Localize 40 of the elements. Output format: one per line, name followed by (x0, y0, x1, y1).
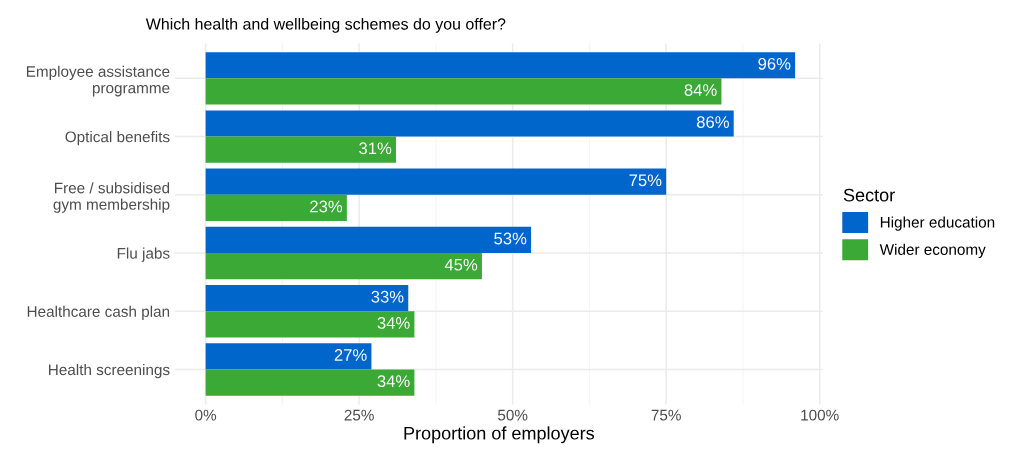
legend-title: Sector (843, 188, 895, 202)
x-axis-title: Proportion of employers (404, 426, 595, 444)
x-tick-label: 25% (344, 409, 374, 421)
bar (205, 343, 372, 370)
y-tick-label: Optical benefits (65, 131, 170, 146)
x-tick-label: 50% (497, 409, 528, 421)
data-label: 96% (758, 57, 791, 70)
bar (205, 168, 667, 195)
data-label: 53% (494, 232, 527, 245)
bar (205, 285, 409, 312)
y-tick-label: Employee assistance programme (26, 65, 170, 97)
y-tick-label: Flu jabs (117, 247, 170, 262)
data-label: 86% (696, 116, 729, 128)
bar (205, 136, 396, 163)
y-tick-label: Healthcare cash plan (27, 305, 170, 320)
bar (205, 311, 415, 338)
data-label: 34% (377, 317, 410, 329)
bar (205, 369, 415, 396)
bar (205, 226, 532, 254)
x-tick-label: 0% (195, 409, 217, 421)
bar (205, 52, 796, 79)
data-label: 33% (371, 290, 404, 303)
legend-label: Wider economy (879, 243, 986, 258)
bar (205, 110, 734, 137)
data-label: 23% (310, 200, 343, 213)
legend-label: Higher education (880, 216, 995, 231)
bar (205, 78, 722, 105)
data-label: 27% (334, 349, 367, 361)
data-label: 45% (444, 258, 478, 271)
bar (205, 253, 482, 280)
data-label: 34% (377, 375, 410, 388)
x-tick-label: 75% (651, 409, 681, 421)
bar (205, 194, 347, 222)
data-label: 84% (684, 84, 717, 96)
x-tick-label: 100% (801, 409, 839, 421)
y-tick-label: Health screenings (49, 363, 170, 379)
data-label: 31% (359, 142, 392, 155)
chart-title: Which health and wellbeing schemes do you offer? (145, 17, 506, 33)
y-tick-label: Free / subsidised gym membership (53, 182, 170, 213)
data-label: 75% (629, 174, 662, 187)
